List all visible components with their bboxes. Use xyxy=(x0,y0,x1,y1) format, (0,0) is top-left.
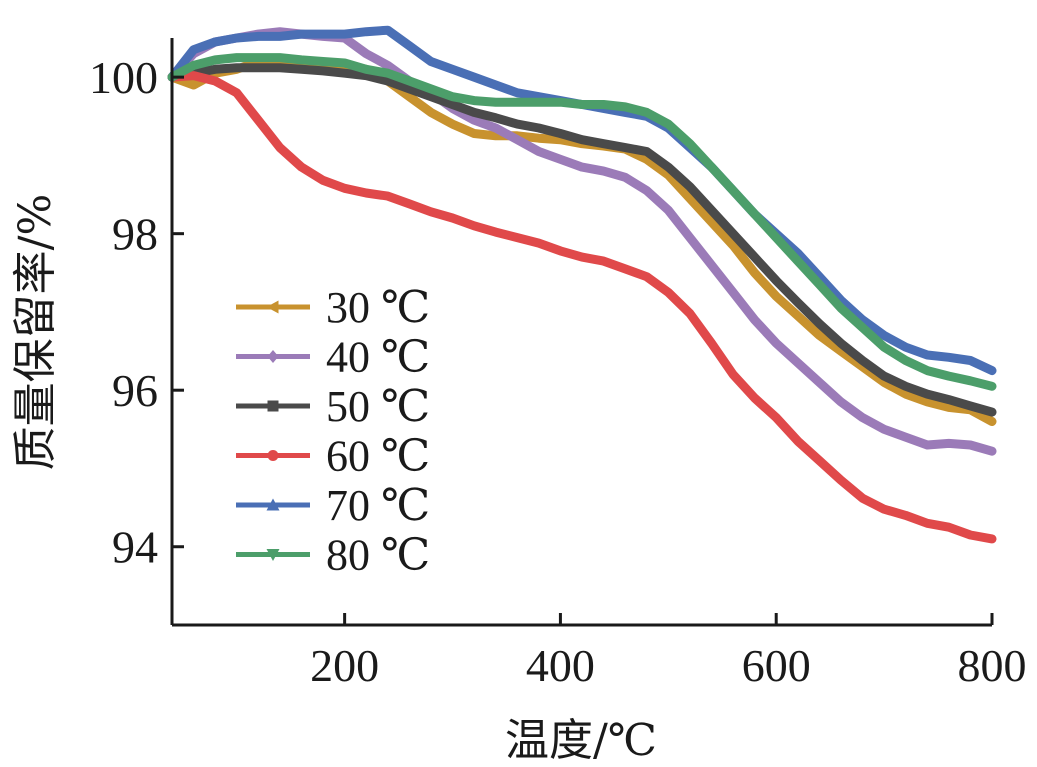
axes xyxy=(170,38,992,627)
legend-item: 40 ℃ xyxy=(236,333,430,382)
x-tick-label: 400 xyxy=(526,640,595,691)
y-tick-label: 96 xyxy=(112,365,158,416)
ticks: 200 400 600 800 94 96 98 100 xyxy=(89,52,1027,691)
series-line-80C xyxy=(167,53,997,391)
legend-label: 40 ℃ xyxy=(326,333,430,382)
x-tick-label: 800 xyxy=(958,640,1027,691)
y-tick-label: 98 xyxy=(112,209,158,260)
legend-label: 50 ℃ xyxy=(326,382,430,431)
legend-item: 50 ℃ xyxy=(236,382,430,431)
legend-item: 60 ℃ xyxy=(236,432,430,481)
legend-marker-icon xyxy=(267,450,279,461)
legend-marker-icon xyxy=(267,350,279,363)
legend-marker-icon xyxy=(266,549,280,561)
series-line-70C xyxy=(167,25,997,376)
y-axis-title: 质量保留率/% xyxy=(10,194,61,471)
x-tick-label: 600 xyxy=(742,640,811,691)
legend-label: 60 ℃ xyxy=(326,432,430,481)
x-axis-title: 温度/℃ xyxy=(505,715,657,766)
legend-label: 30 ℃ xyxy=(326,283,430,332)
y-tick-label: 94 xyxy=(112,522,158,573)
y-tick-label: 100 xyxy=(89,52,158,103)
legend-label: 80 ℃ xyxy=(326,531,430,580)
series-line-40C xyxy=(167,27,997,456)
legend-marker-icon xyxy=(267,400,279,412)
legend-item: 70 ℃ xyxy=(236,481,430,530)
series-line-60C xyxy=(167,71,997,544)
legend-item: 80 ℃ xyxy=(236,531,430,580)
legend: 30 ℃40 ℃50 ℃60 ℃70 ℃80 ℃ xyxy=(236,283,430,580)
legend-label: 70 ℃ xyxy=(326,481,430,530)
series-line-50C xyxy=(167,63,997,417)
legend-item: 30 ℃ xyxy=(236,283,430,332)
x-tick-label: 200 xyxy=(310,640,379,691)
legend-marker-icon xyxy=(266,498,280,511)
legend-marker-icon xyxy=(266,300,279,314)
series-layer xyxy=(167,25,997,544)
